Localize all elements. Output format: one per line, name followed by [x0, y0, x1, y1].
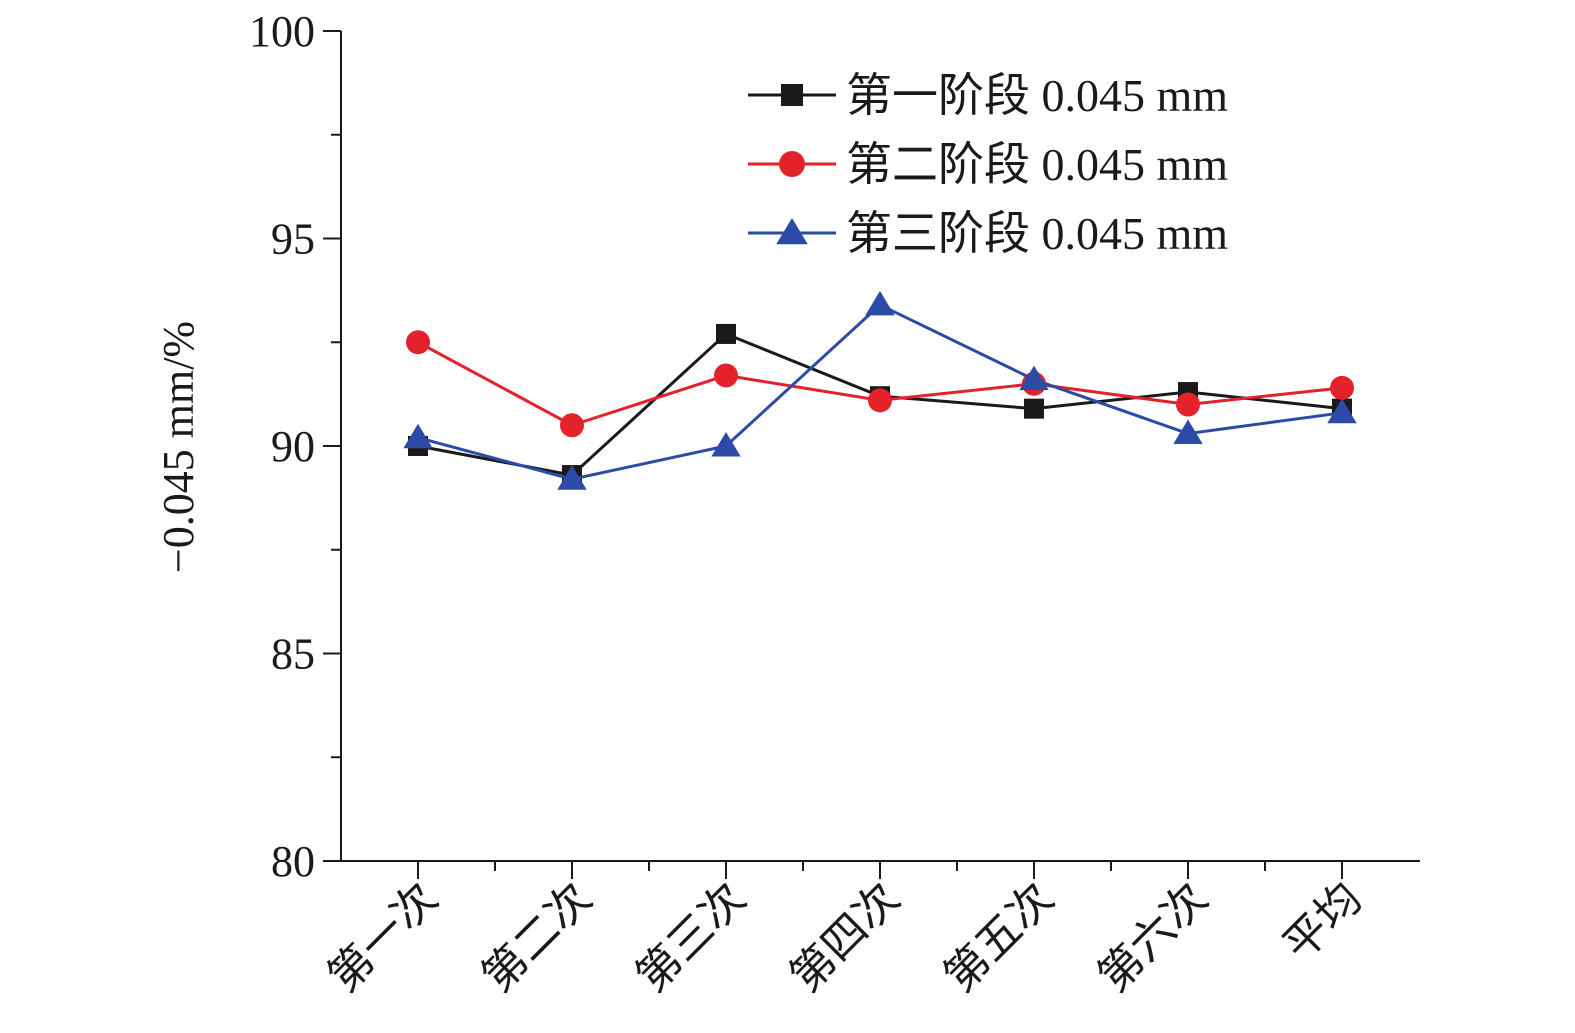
x-tick-label: 第三次 [627, 873, 755, 1001]
legend-label: 第一阶段 0.045 mm [846, 70, 1228, 121]
y-tick-label: 80 [271, 837, 315, 886]
series-3 [403, 290, 1357, 490]
data-point [1024, 398, 1044, 419]
x-tick-label: 第二次 [473, 873, 601, 1001]
series-2 [406, 330, 1354, 438]
series-layer [403, 290, 1357, 490]
legend-marker [776, 218, 808, 245]
data-point [1019, 365, 1049, 391]
data-point [865, 290, 895, 316]
y-tick-label: 90 [271, 422, 315, 471]
x-tick-label: 第四次 [781, 873, 909, 1001]
x-tick-label: 第一次 [319, 873, 447, 1001]
axes: 80 85 90 95 100 第一次 第二次 第三次 第四次 第五次 第六次 平均 [249, 7, 1420, 1001]
legend-marker [781, 84, 803, 106]
data-point [716, 323, 736, 344]
x-tick-label: 第六次 [1089, 873, 1217, 1001]
legend: 第一阶段 0.045 mm 第二阶段 0.045 mm 第三阶段 0.045 mm [748, 70, 1228, 259]
data-point [1176, 392, 1200, 417]
legend-label: 第二阶段 0.045 mm [846, 139, 1228, 190]
data-point [557, 465, 587, 490]
data-point [1327, 398, 1357, 424]
data-point [403, 423, 433, 449]
x-tick-label: 第五次 [935, 873, 1063, 1001]
data-point [1173, 419, 1203, 445]
legend-marker [779, 151, 805, 177]
data-point [714, 363, 738, 388]
y-tick-label: 85 [271, 630, 315, 679]
legend-label: 第三阶段 0.045 mm [846, 208, 1228, 259]
data-point [406, 330, 430, 355]
legend-item: 第三阶段 0.045 mm [748, 208, 1228, 259]
data-point [868, 388, 892, 413]
data-point [1330, 375, 1354, 400]
data-point [711, 432, 741, 457]
x-tick-label: 平均 [1274, 873, 1371, 970]
data-point [560, 413, 584, 438]
legend-item: 第一阶段 0.045 mm [748, 70, 1228, 121]
series-line [417, 340, 1343, 427]
y-tick-label: 95 [271, 215, 315, 264]
legend-item: 第二阶段 0.045 mm [748, 139, 1228, 190]
y-axis-label: −0.045 mm/% [154, 321, 203, 573]
y-tick-label: 100 [249, 7, 315, 56]
